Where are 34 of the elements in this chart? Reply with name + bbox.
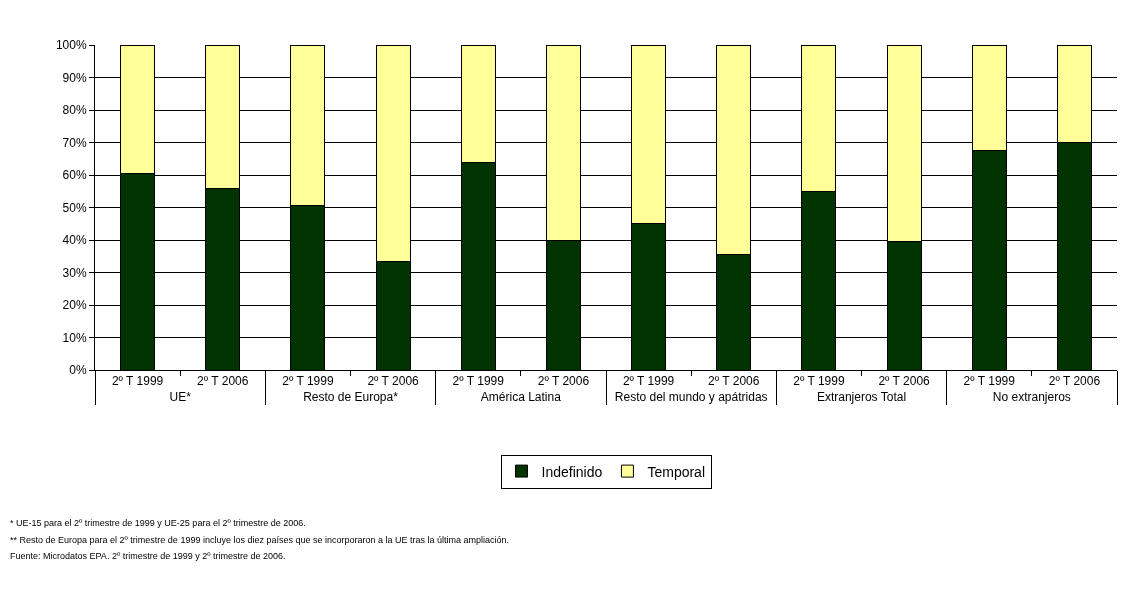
- y-tick-label: 90%: [62, 70, 87, 85]
- source-note: Fuente: Microdatos EPA. 2º trimestre de 1999 y 2º trimestre de 2006.: [10, 551, 286, 561]
- x-tick-label: 2º T 1999: [963, 374, 1016, 389]
- x-tick-label: 2º T 2006: [878, 374, 931, 389]
- text: Extranjeros Total: [816, 390, 907, 405]
- y-tick-label: 10%: [62, 330, 87, 345]
- text: UE*: [169, 390, 192, 405]
- x-tick-label: 2º T 2006: [197, 374, 249, 389]
- y-tick-label: 50%: [62, 200, 87, 215]
- text: América Latina: [480, 390, 562, 405]
- text: Resto de Europa*: [303, 390, 399, 405]
- y-tick-label: 30%: [62, 265, 87, 280]
- y-tick-label: 60%: [62, 168, 87, 183]
- text: Resto del mundo y apátridas: [614, 390, 768, 405]
- text: * UE-15 para el 2º trimestre de 1999 y UE-25 para el 2º trimestre de 2006.: [10, 518, 306, 528]
- x-tick-label: 2º T 1999: [793, 374, 845, 389]
- x-tick-label: 2º T 1999: [111, 374, 164, 389]
- y-tick-label: 100%: [55, 38, 87, 53]
- y-tick-label: 20%: [62, 298, 87, 313]
- text: ** Resto de Europa para el 2º trimestre de 1999 incluye los diez países que se incorporaron a la UE tras la última ampliación.: [10, 535, 510, 545]
- x-tick-label: 2º T 2006: [1048, 374, 1101, 389]
- y-tick-label: 0%: [69, 363, 87, 378]
- x-tick-label: 2º T 2006: [708, 374, 760, 389]
- x-tick-label: 2º T 1999: [622, 374, 675, 389]
- y-tick-label: 80%: [62, 103, 87, 118]
- x-tick-label: 2º T 1999: [452, 374, 505, 389]
- x-tick-label: 2º T 2006: [537, 374, 590, 389]
- text: No extranjeros: [992, 390, 1071, 405]
- legend-label: Temporal: [647, 463, 706, 480]
- y-tick-label: 70%: [62, 135, 87, 150]
- y-tick-label: 40%: [62, 233, 87, 248]
- legend-label: Indefinido: [541, 463, 603, 480]
- x-tick-label: 2º T 2006: [367, 374, 420, 389]
- x-tick-label: 2º T 1999: [282, 374, 334, 389]
